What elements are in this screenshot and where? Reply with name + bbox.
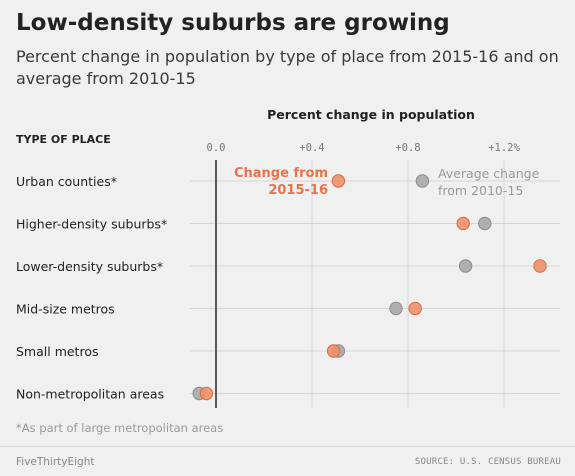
change-2015-16-dot <box>456 216 470 231</box>
axis-title: Percent change in population <box>267 107 475 122</box>
footer-divider <box>0 446 575 447</box>
legend-gray-line1: Average change <box>438 166 540 181</box>
category-label: Mid-size metros <box>16 302 115 317</box>
category-label: Small metros <box>16 344 98 359</box>
footnote: *As part of large metropolitan areas <box>16 421 224 435</box>
category-label: Higher-density suburbs* <box>16 217 167 232</box>
category-label: Non-metropolitan areas <box>16 387 164 402</box>
avg-2010-15-dot <box>415 174 430 188</box>
category-label: Urban counties* <box>16 174 117 189</box>
x-tick-label: +0.4 <box>299 142 324 154</box>
brand-label: FiveThirtyEight <box>16 456 95 468</box>
x-tick-label: 0.0 <box>207 142 226 154</box>
chart-title: Low-density suburbs are growing <box>16 10 450 36</box>
legend-orange-line2: 2015-16 <box>268 183 328 198</box>
category-label: Lower-density suburbs* <box>16 259 163 274</box>
avg-2010-15-dot <box>389 301 403 316</box>
change-2015-16-dot <box>199 386 214 401</box>
legend-orange-line1: Change from <box>234 166 328 181</box>
change-2015-16-dot <box>533 259 547 273</box>
change-2015-16-dot <box>326 344 341 358</box>
change-2015-16-dot <box>331 174 346 188</box>
x-tick-label: +1.2% <box>488 142 520 154</box>
avg-2010-15-dot <box>458 259 473 273</box>
avg-2010-15-dot <box>478 216 492 231</box>
x-tick-label: +0.8 <box>395 142 420 154</box>
legend-gray-line2: from 2010-15 <box>438 183 523 198</box>
chart-subtitle: Percent change in population by type of … <box>16 47 559 88</box>
row-header: TYPE OF PLACE <box>16 133 111 146</box>
source-label: SOURCE: U.S. CENSUS BUREAU <box>414 457 561 467</box>
change-2015-16-dot <box>408 301 422 316</box>
